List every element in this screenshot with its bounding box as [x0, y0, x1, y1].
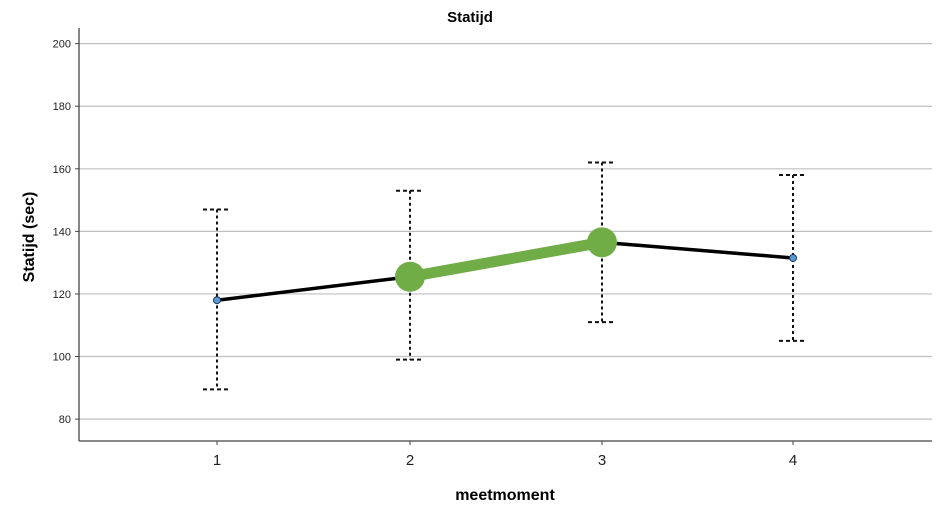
y-tick-labels: 80 100 120 140 160 180 200 [53, 39, 79, 426]
y-tick-label-200: 200 [53, 39, 71, 51]
data-point-1 [213, 296, 221, 305]
data-points [213, 227, 797, 305]
y-tick-label-180: 180 [53, 101, 71, 113]
highlight-segment [404, 236, 608, 283]
error-bars [203, 161, 807, 391]
y-tick-label-160: 160 [53, 164, 71, 176]
y-tick-label-120: 120 [53, 289, 71, 301]
gridlines [79, 43, 932, 420]
x-tick-label-1: 1 [213, 452, 221, 469]
x-tick-labels: 1 2 3 4 [213, 441, 797, 469]
chart-title: Statijd [447, 9, 493, 26]
data-point-4 [789, 253, 797, 262]
x-axis-label: meetmoment [455, 487, 555, 504]
x-tick-label-2: 2 [406, 452, 414, 469]
y-axis-label: Statijd (sec) [21, 192, 38, 283]
y-tick-label-140: 140 [53, 226, 71, 238]
axes [78, 28, 932, 442]
series-line [216, 240, 794, 302]
y-tick-label-100: 100 [53, 352, 71, 364]
series-polyline [216, 240, 794, 302]
data-point-3 [587, 227, 617, 258]
data-point-2 [395, 261, 425, 292]
x-tick-label-4: 4 [789, 452, 797, 469]
highlight-line [404, 236, 608, 283]
y-tick-label-80: 80 [59, 414, 71, 426]
x-tick-label-3: 3 [598, 452, 606, 469]
